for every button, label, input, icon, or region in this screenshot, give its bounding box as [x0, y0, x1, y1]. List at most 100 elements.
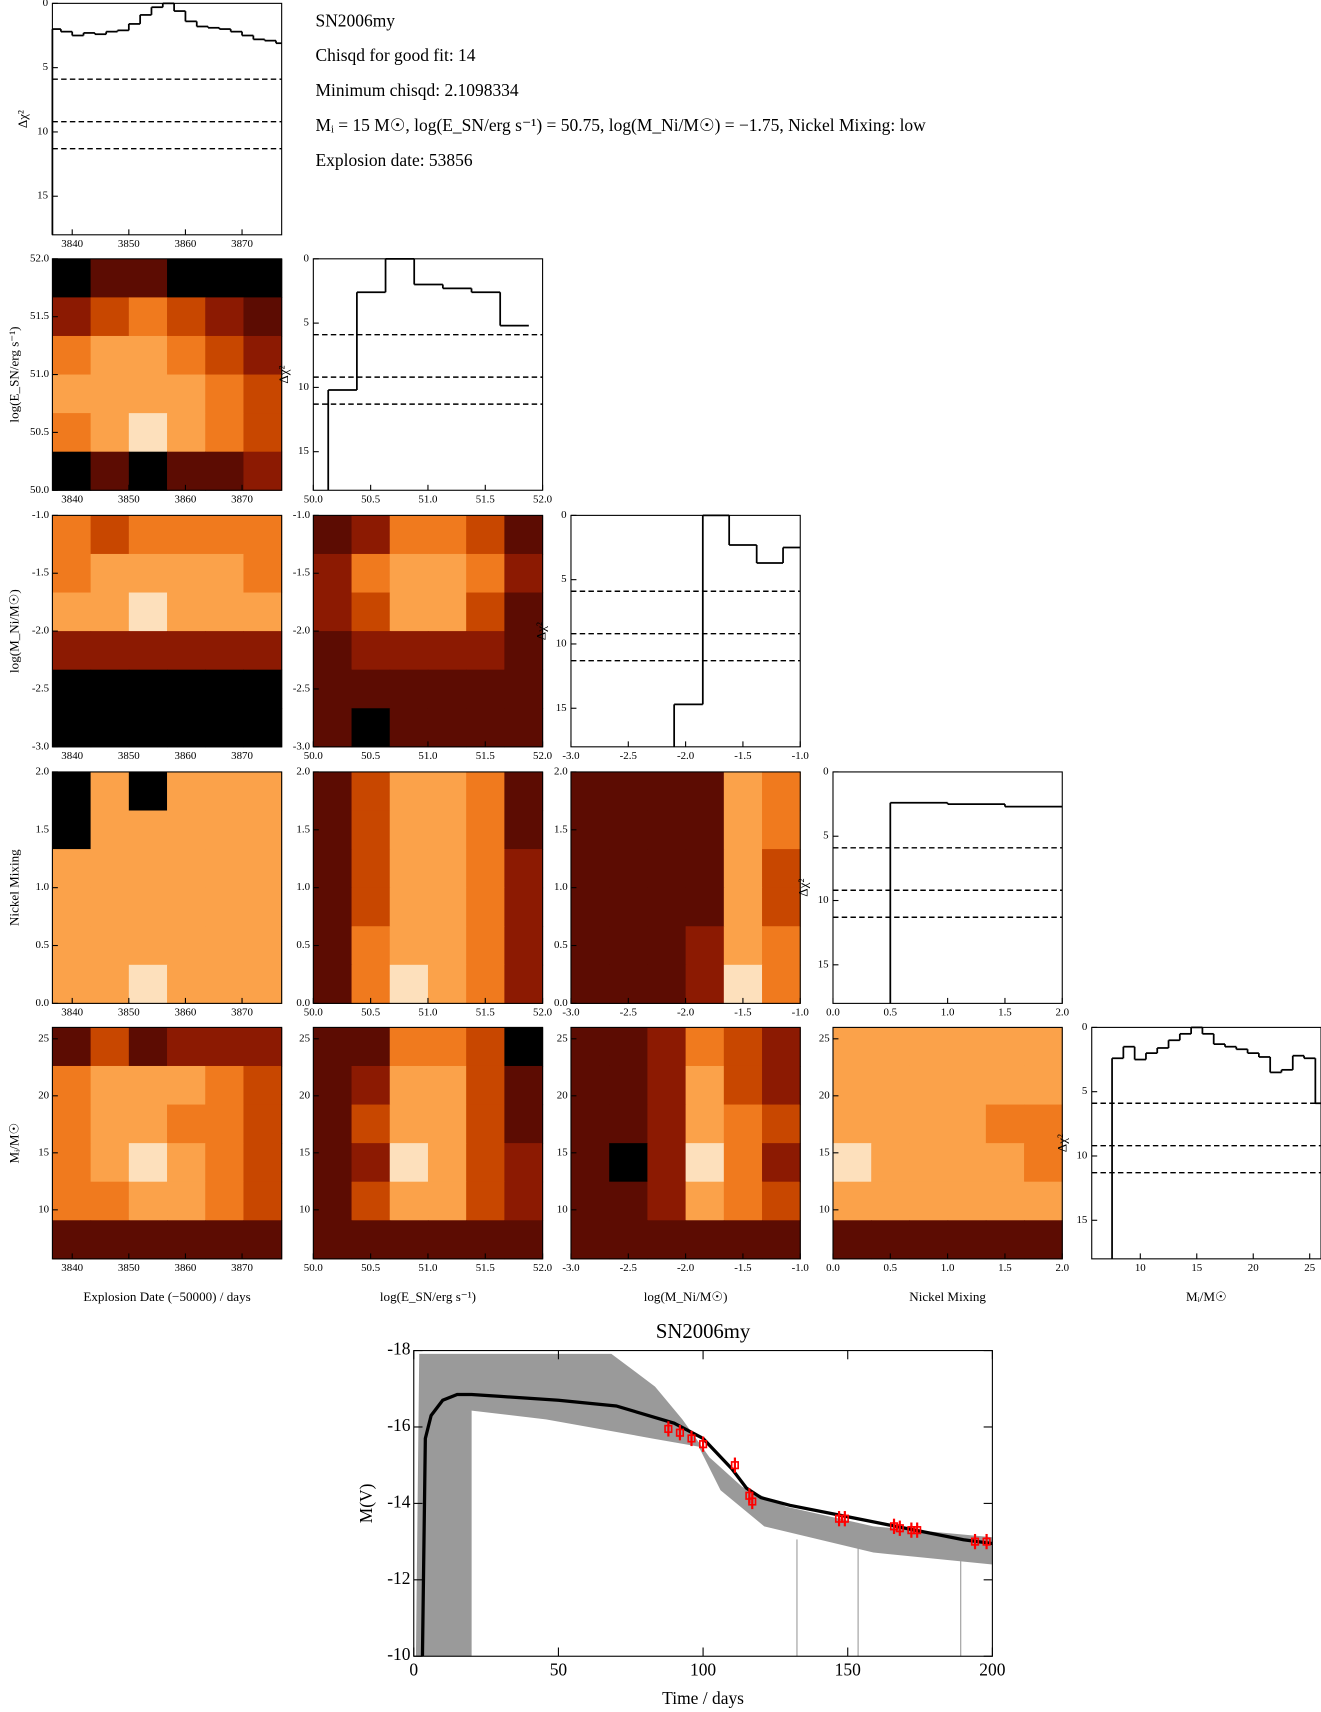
x-tick-label: 25 [1304, 1262, 1315, 1274]
contour-cell [90, 1104, 130, 1144]
y-axis-label: Δχ² [276, 365, 291, 383]
y-tick-label: -2.0 [32, 625, 50, 637]
contour-cell [570, 964, 610, 1004]
contour-cell [909, 1143, 949, 1183]
y-tick-label: 10 [1076, 1149, 1087, 1161]
x-tick-label: -1.5 [734, 1262, 752, 1274]
contour-cell [871, 1065, 910, 1106]
y-tick-label: 15 [299, 1146, 310, 1158]
contour-cell [128, 669, 168, 709]
contour-cell [832, 1104, 872, 1144]
y-tick-label: 5 [1082, 1085, 1088, 1097]
info-line: SN2006my [316, 10, 396, 30]
hist-connector [52, 3, 281, 234]
y-tick-label: 0.5 [35, 939, 49, 951]
x-tick-label: -2.0 [677, 1007, 695, 1019]
panel-frame [51, 514, 283, 748]
x-tick-label: 100 [690, 1660, 716, 1680]
y-tick-label: 0.5 [554, 939, 568, 951]
contour-cell [427, 592, 467, 632]
contour-cell [685, 1181, 725, 1221]
contour-cell [52, 708, 92, 748]
contour-cell [313, 515, 353, 555]
contour-cell [243, 708, 283, 748]
contour-cell [90, 335, 130, 376]
x-tick-label: 0.0 [826, 1262, 840, 1274]
contour-cell [909, 1104, 949, 1144]
contour-cell [947, 1181, 987, 1221]
contour-cell [389, 887, 429, 927]
contour-cell [167, 631, 206, 671]
x-tick-label: 51.5 [476, 1262, 496, 1274]
contour-cell [205, 451, 245, 491]
contour-cell [52, 1220, 92, 1260]
contour-cell [504, 810, 544, 850]
contour-cell [351, 1065, 391, 1106]
contour-cell [723, 1220, 763, 1260]
contour-cell [723, 1027, 763, 1067]
contour-cell [1024, 1220, 1063, 1260]
y-tick-label: 5 [561, 573, 567, 585]
x-tick-label: 3840 [61, 494, 83, 506]
contour-cell [205, 413, 245, 453]
x-tick-label: 1.5 [998, 1007, 1012, 1019]
x-tick-label: -1.0 [792, 750, 810, 762]
y-tick-label: 51.0 [30, 368, 50, 380]
contour-cell [466, 592, 505, 632]
x-tick-label: 2.0 [1055, 1262, 1069, 1274]
contour-cell [570, 1143, 610, 1183]
contour-cell [243, 413, 283, 453]
y-tick-label: 50.5 [30, 426, 50, 438]
observation [730, 1461, 739, 1470]
x-tick-label: 3870 [231, 1007, 253, 1019]
contour-cell [647, 1027, 687, 1067]
contour-cell [504, 887, 544, 927]
contour-cell [52, 1181, 92, 1221]
contour-cell [243, 335, 283, 376]
info-line: Chisqd for good fit: 14 [316, 45, 476, 65]
x-tick-label: 3850 [118, 1007, 140, 1019]
x-tick-label: 3850 [118, 750, 140, 762]
y-axis-label: Δχ² [796, 879, 811, 897]
x-tick-label: 3870 [231, 494, 253, 506]
contour-cell [351, 515, 391, 555]
contour-cell [609, 1181, 648, 1221]
x-tick-label: 1.0 [941, 1262, 955, 1274]
contour-cell [167, 374, 206, 414]
contour-cell [351, 631, 391, 671]
contour-cell [313, 669, 353, 709]
contour-cell [128, 335, 168, 376]
panel-frame [51, 258, 283, 491]
contour-cell [243, 810, 283, 850]
contour-cell [205, 1065, 245, 1106]
y-tick-label: -1.5 [293, 567, 311, 579]
contour-cell [128, 451, 168, 491]
contour-cell [205, 374, 245, 414]
y-tick-label: 50.0 [30, 484, 50, 496]
y-tick-label: 0 [43, 0, 49, 9]
contour-cell [723, 1181, 763, 1221]
contour-cell [90, 810, 130, 850]
x-tick-label: 0.5 [883, 1262, 897, 1274]
contour-cell [243, 669, 283, 709]
contour-cell [389, 669, 429, 709]
contour-cell [313, 1220, 353, 1260]
x-tick-label: 50.0 [304, 750, 324, 762]
contour-cell [243, 1143, 283, 1183]
x-tick-label: -2.5 [620, 1262, 638, 1274]
x-tick-label: 3860 [175, 750, 197, 762]
contour-cell [1024, 1065, 1063, 1106]
contour-cell [389, 592, 429, 632]
contour-cell [466, 631, 505, 671]
contour-cell [723, 1104, 763, 1144]
contour-cell [947, 1027, 987, 1067]
contour-cell [609, 926, 648, 966]
contour-cell [685, 1104, 725, 1144]
y-tick-label: 25 [557, 1032, 568, 1044]
y-tick-label: -2.5 [32, 682, 50, 694]
hist-connector [674, 515, 800, 746]
contour-cell [205, 1104, 245, 1144]
y-tick-label: 5 [823, 830, 829, 842]
panel-frame [51, 1026, 283, 1260]
contour-cell [313, 592, 353, 632]
